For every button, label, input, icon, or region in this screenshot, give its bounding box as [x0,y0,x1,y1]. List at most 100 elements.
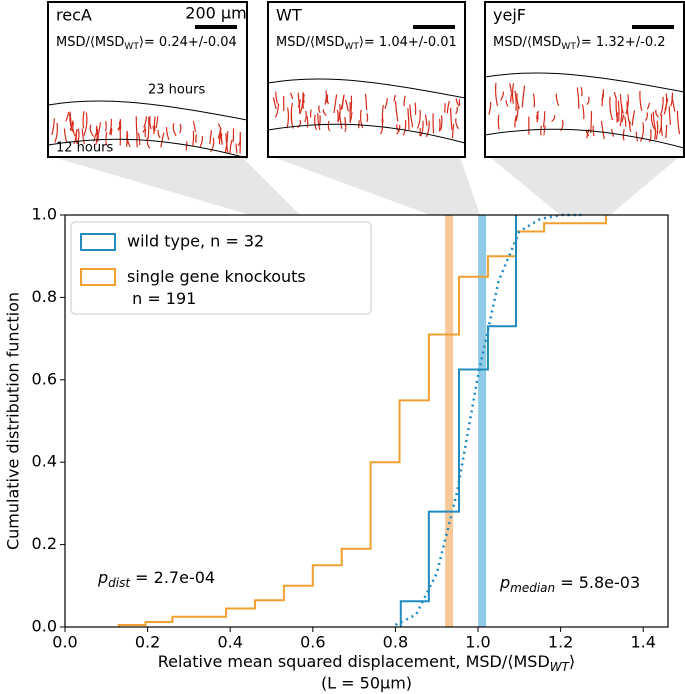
inset-trace [314,114,317,131]
inset-trace [199,135,203,148]
time-label: 12 hours [56,141,113,156]
inset-trace [560,119,564,132]
inset-name: recA [56,6,92,25]
inset-trace [631,110,636,126]
inset-trace [540,125,542,136]
inset-name: WT [276,6,302,25]
legend-frame [70,221,372,315]
inset-trace [600,120,605,140]
inset-trace [165,127,170,141]
inset-trace [652,111,657,133]
inset-trace [63,128,68,143]
x-axis-label-2: (L = 50μm) [321,674,412,693]
inset-trace [658,126,662,134]
inset-trace [96,122,101,138]
inset-boundary [267,123,466,144]
inset-trace [309,109,312,118]
inset-trace [146,137,151,149]
inset-boundary [484,128,685,149]
inset-trace [157,129,161,139]
inset-trace [185,141,188,151]
msd-prefix: MSD/⟨MSD [56,35,124,50]
x-tick-label: 0.6 [300,633,325,652]
inset-trace [297,119,302,129]
inset-trace [424,114,428,126]
inset-trace [613,91,617,99]
inset-trace [644,112,649,122]
inset-trace [509,90,513,103]
x-tick-label: 1.2 [548,633,573,652]
inset-trace [407,108,410,130]
inset-trace [514,90,517,111]
x-tick-label: 0.2 [135,633,160,652]
inset-trace [440,115,443,131]
inset-trace [149,115,152,130]
inset-trace [69,120,74,131]
time-label: 23 hours [148,83,205,98]
inset-trace [349,112,353,123]
y-axis-label: Cumulative distribution function [4,292,23,550]
inset-trace [192,120,197,133]
inset-trace [438,118,441,132]
legend-label: single gene knockouts n = 191 [127,267,306,308]
inset-trace [192,130,195,147]
inset-msd: MSD/⟨MSDWT⟩= 1.04+/-0.01 [276,35,457,52]
inset-trace [455,118,460,130]
inset-msd: MSD/⟨MSDWT⟩= 0.24+/-0.04 [56,35,237,52]
inset-trace [327,120,331,132]
inset-trace [220,133,223,142]
p-sub: median [510,581,555,595]
x-tick-label: 0.0 [52,633,77,652]
xlabel-sub: WT [550,660,571,674]
p-text: = 2.7e-04 [130,568,215,587]
inset-trace [345,99,349,112]
inset-trace [601,92,605,101]
inset-trace [344,116,347,127]
legend-swatch [80,233,116,251]
y-tick-label: 0.8 [32,287,57,306]
inset-trace [209,137,215,153]
inset-trace [289,92,294,100]
inset-trace [324,90,327,105]
inset-trace [318,105,321,114]
inset-trace [617,100,620,122]
inset-trace [516,93,520,109]
p-symbol: p [97,568,108,587]
inset-trace [76,128,80,145]
inset-trace [543,125,546,137]
inset-trace [394,100,399,122]
inset-trace [290,113,294,129]
inset-trace [299,93,304,115]
inset-msd: MSD/⟨MSDWT⟩= 1.32+/-0.2 [493,35,666,52]
inset-trace [286,107,290,129]
inset-trace [655,109,660,118]
msd-suffix: ⟩= 1.04+/-0.01 [359,35,457,50]
inset-trace [580,87,583,97]
inset-trace [160,132,165,148]
inset-trace [586,96,590,106]
p-value: pdist = 2.7e-04 [97,568,215,590]
inset-trace [581,104,585,119]
inset-trace [105,120,107,132]
inset-trace [416,109,421,129]
inset-trace [551,114,556,122]
inset-trace [455,98,460,107]
inset-trace [135,116,138,140]
inset-trace [621,114,625,123]
xlabel-prefix: Relative mean squared displacement, MSD/… [158,652,550,671]
inset-trace [629,121,632,132]
inset-trace [54,122,58,143]
inset-trace [359,109,364,129]
y-tick-label: 0.6 [32,369,57,388]
inset-trace [317,113,321,131]
inset-trace [105,131,108,146]
inset-trace [93,132,97,142]
inset-trace [235,143,238,154]
inset-trace [217,123,222,130]
inset-trace [153,116,156,132]
inset-trace [635,131,639,142]
inset-trace [81,128,85,145]
msd-sub: WT [344,42,359,52]
scale-label: 200 µm [185,4,246,23]
inset-trace [505,100,509,107]
